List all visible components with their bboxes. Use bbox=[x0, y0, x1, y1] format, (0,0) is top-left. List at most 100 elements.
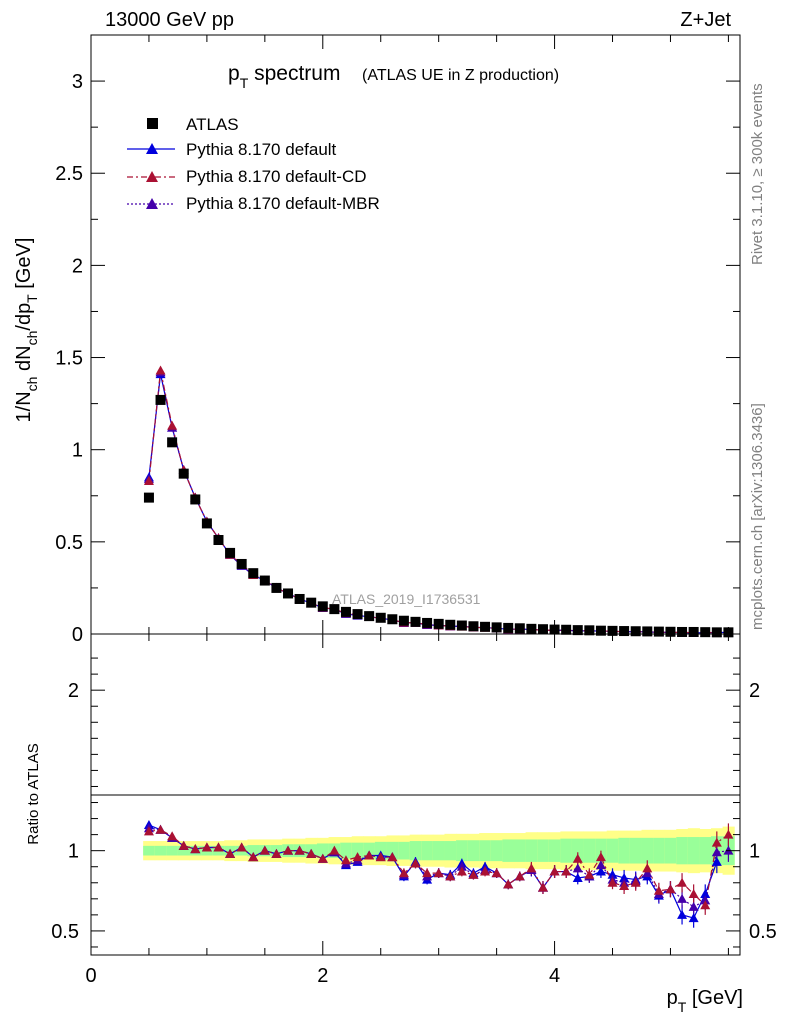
main-ytick-label: 1.5 bbox=[55, 348, 83, 370]
ratio-marker-1 bbox=[526, 863, 537, 873]
ratio-marker-1 bbox=[398, 868, 409, 878]
legend-label-mbr: Pythia 8.170 default-MBR bbox=[186, 194, 380, 213]
ratio-marker-1 bbox=[364, 850, 375, 860]
ratio-marker-1 bbox=[491, 868, 502, 878]
ratio-marker-1 bbox=[653, 885, 664, 895]
ratio-marker-1 bbox=[572, 853, 583, 863]
atlas-point bbox=[248, 568, 259, 579]
band-inner bbox=[386, 841, 399, 860]
atlas-point bbox=[711, 627, 722, 638]
ratio-series-layer bbox=[143, 819, 734, 928]
atlas-point bbox=[143, 492, 154, 503]
atlas-point bbox=[445, 619, 456, 630]
ratio-marker-0 bbox=[595, 866, 606, 876]
ratio-marker-1 bbox=[688, 889, 699, 899]
atlas-point bbox=[213, 535, 224, 546]
ratio-ytick-label-right: 0.5 bbox=[749, 921, 777, 943]
atlas-point bbox=[619, 626, 630, 637]
xlabel: pT [GeV] bbox=[667, 987, 743, 1015]
atlas-point bbox=[317, 601, 328, 612]
xtick-label: 0 bbox=[85, 965, 96, 987]
band-inner bbox=[316, 843, 330, 858]
ratio-marker-1 bbox=[642, 863, 653, 873]
ratio-ytick-label-right: 1 bbox=[749, 841, 760, 863]
atlas-point bbox=[503, 622, 514, 633]
main-ytick-label: 3 bbox=[72, 71, 83, 93]
band-inner bbox=[664, 837, 677, 864]
ratio-marker-1 bbox=[306, 848, 317, 858]
ratio-ylabel: Ratio to ATLAS bbox=[25, 743, 42, 844]
ratio-marker-1 bbox=[236, 842, 247, 852]
atlas-point bbox=[201, 518, 212, 529]
atlas-point bbox=[340, 606, 351, 617]
main-marker-2 bbox=[155, 365, 166, 375]
band-inner bbox=[676, 837, 689, 865]
ratio-ytick-label: 1 bbox=[68, 841, 79, 863]
ratio-marker-2 bbox=[572, 863, 583, 873]
band-inner bbox=[432, 841, 445, 861]
band-inner bbox=[398, 841, 411, 860]
atlas-point bbox=[225, 547, 236, 558]
atlas-point bbox=[572, 625, 583, 636]
ratio-marker-0 bbox=[572, 872, 583, 882]
ratio-marker-1 bbox=[352, 852, 363, 862]
atlas-point bbox=[271, 582, 282, 593]
ratio-marker-1 bbox=[329, 845, 340, 855]
ratio-marker-0 bbox=[688, 913, 699, 923]
atlas-point bbox=[375, 612, 386, 623]
ratio-ytick-label-right: 2 bbox=[749, 680, 760, 702]
ratio-marker-1 bbox=[468, 869, 479, 879]
atlas-point bbox=[630, 626, 641, 637]
ratio-marker-1 bbox=[595, 852, 606, 862]
ratio-marker-1 bbox=[584, 869, 595, 879]
ratio-marker-2 bbox=[700, 895, 711, 905]
band-inner bbox=[490, 840, 503, 862]
ratio-marker-2 bbox=[642, 868, 653, 878]
ratio-marker-1 bbox=[723, 829, 734, 839]
main-ylabel: 1/Nch dNch/dpT [GeV] bbox=[13, 238, 40, 423]
atlas-point bbox=[329, 604, 340, 615]
ratio-marker-0 bbox=[711, 856, 722, 866]
atlas-point bbox=[595, 625, 606, 636]
ratio-marker-2 bbox=[595, 860, 606, 870]
band-inner bbox=[467, 840, 480, 862]
band-inner bbox=[618, 837, 631, 864]
ratio-marker-1 bbox=[619, 880, 630, 890]
xtick-label: 2 bbox=[317, 965, 328, 987]
ratio-marker-1 bbox=[271, 848, 282, 858]
band-inner bbox=[514, 839, 527, 862]
ratio-ytick-label: 2 bbox=[68, 680, 79, 702]
plot-title: pT spectrum bbox=[228, 62, 340, 91]
rivet-label: Rivet 3.1.10, ≥ 300k events bbox=[749, 83, 766, 265]
title-sub: T bbox=[240, 75, 249, 91]
atlas-point bbox=[584, 625, 595, 636]
ratio-marker-1 bbox=[294, 845, 305, 855]
ratio-marker-1 bbox=[225, 848, 236, 858]
ratio-marker-1 bbox=[259, 845, 270, 855]
band-inner bbox=[653, 837, 666, 864]
atlas-point bbox=[387, 614, 398, 625]
band-inner bbox=[699, 837, 712, 865]
band-inner bbox=[409, 841, 422, 861]
ratio-marker-1 bbox=[630, 877, 641, 887]
band-inner bbox=[548, 839, 561, 862]
atlas-point bbox=[398, 615, 409, 626]
atlas-point bbox=[561, 624, 572, 635]
legend-marker-mbr bbox=[146, 198, 158, 209]
ratio-marker-1 bbox=[387, 852, 398, 862]
ratio-marker-2 bbox=[456, 861, 467, 871]
ratio-marker-1 bbox=[677, 877, 688, 887]
ratio-marker-1 bbox=[190, 844, 201, 854]
ratio-marker-1 bbox=[480, 866, 491, 876]
ratio-marker-1 bbox=[514, 871, 525, 881]
main-ytick-label: 0.5 bbox=[55, 532, 83, 554]
ratio-marker-2 bbox=[711, 847, 722, 857]
ratio-marker-1 bbox=[178, 840, 189, 850]
atlas-point bbox=[677, 626, 688, 637]
atlas-point bbox=[259, 575, 270, 586]
main-ytick-label: 0 bbox=[72, 624, 83, 646]
atlas-point bbox=[167, 437, 178, 448]
legend-marker-atlas bbox=[147, 118, 158, 129]
legend-label-cd: Pythia 8.170 default-CD bbox=[186, 167, 367, 186]
band-inner bbox=[583, 838, 596, 863]
